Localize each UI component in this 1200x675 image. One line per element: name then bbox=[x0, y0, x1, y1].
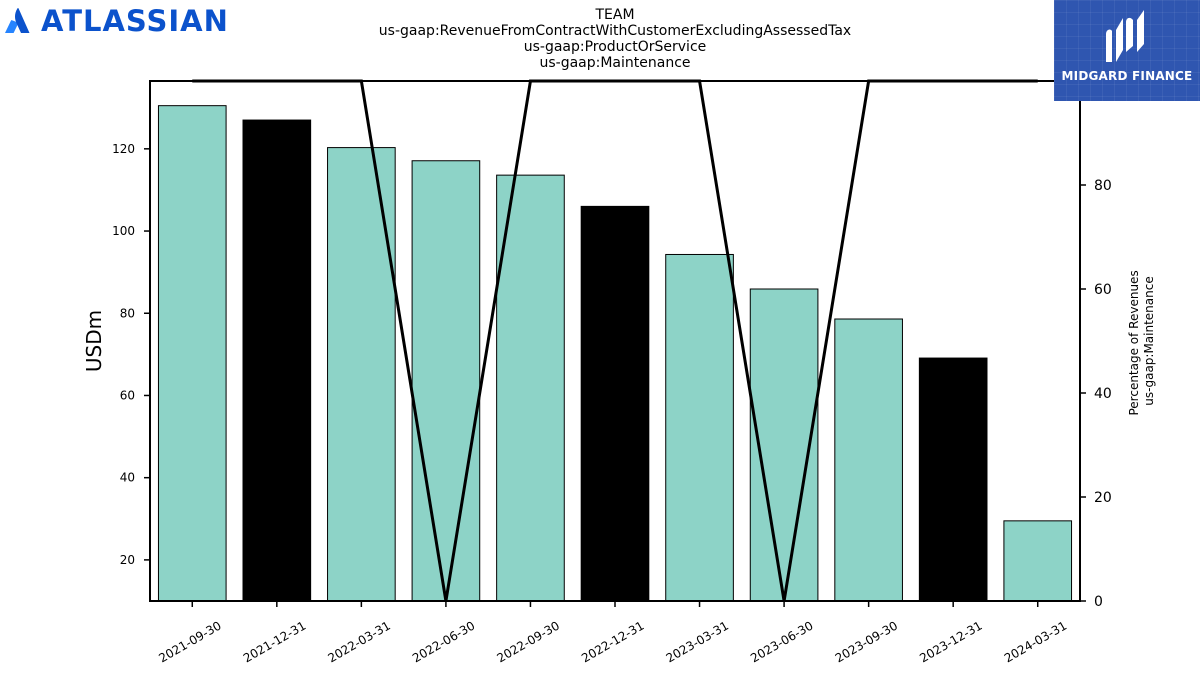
y2-tick-label-60: 60 bbox=[1094, 282, 1112, 298]
bar-2023-03-31 bbox=[665, 253, 734, 602]
y2-tick-label-80: 80 bbox=[1094, 178, 1112, 194]
x-tick-label-2022-03-31: 2022-03-31 bbox=[325, 618, 392, 665]
bar-2021-09-30 bbox=[157, 105, 227, 602]
y-tick-label-40: 40 bbox=[120, 471, 135, 485]
x-tick-label-2024-03-31: 2024-03-31 bbox=[1002, 618, 1069, 665]
x-tick-label-2021-12-31: 2021-12-31 bbox=[241, 618, 308, 665]
x-tick-label-2022-09-30: 2022-09-30 bbox=[495, 618, 562, 665]
atlassian-wordmark: ATLASSIAN bbox=[41, 4, 229, 38]
x-tick-label-2023-03-31: 2023-03-31 bbox=[664, 618, 731, 665]
y-tick-label-20: 20 bbox=[120, 553, 135, 567]
chart-title: TEAM us-gaap:RevenueFromContractWithCust… bbox=[0, 7, 1200, 71]
left-axis: 20 40 60 80 100 120 bbox=[112, 142, 150, 567]
x-tick-label-2023-06-30: 2023-06-30 bbox=[748, 618, 815, 665]
x-tick-label-2021-09-30: 2021-09-30 bbox=[156, 618, 223, 665]
y-tick-label-60: 60 bbox=[120, 388, 135, 402]
chart-title-line-1: TEAM bbox=[595, 7, 635, 23]
chart-title-line-2: us-gaap:RevenueFromContractWithCustomerE… bbox=[378, 23, 852, 39]
bar-2024-03-31 bbox=[1003, 520, 1073, 602]
bars-group bbox=[157, 105, 1073, 602]
x-tick-label-2022-12-31: 2022-12-31 bbox=[579, 618, 646, 665]
y-tick-label-120: 120 bbox=[112, 142, 135, 156]
x-tick-label-2023-12-31: 2023-12-31 bbox=[917, 618, 984, 665]
right-axis: 020406080100 bbox=[1080, 74, 1121, 610]
midgard-finance-wordmark: MIDGARD FINANCE bbox=[1061, 69, 1193, 83]
y2-tick-label-40: 40 bbox=[1094, 386, 1112, 402]
bar-2023-06-30 bbox=[749, 288, 819, 602]
bar-2022-03-31 bbox=[327, 147, 396, 602]
y-axis-label: USDm bbox=[82, 310, 106, 372]
bar-2021-12-31 bbox=[242, 119, 312, 602]
y2-axis-label-line-1: Percentage of Revenues bbox=[1127, 270, 1141, 415]
atlassian-mark-icon bbox=[5, 8, 30, 34]
y2-axis-label-line-2: us-gaap:Maintenance bbox=[1142, 276, 1156, 405]
y2-tick-label-20: 20 bbox=[1094, 490, 1112, 506]
x-tick-label-2023-09-30: 2023-09-30 bbox=[833, 618, 900, 665]
chart-title-line-4: us-gaap:Maintenance bbox=[539, 55, 691, 71]
bar-2022-06-30 bbox=[411, 160, 481, 602]
bar-2022-12-31 bbox=[580, 205, 650, 602]
y-tick-label-80: 80 bbox=[120, 306, 135, 320]
midgard-m-icon bbox=[1106, 10, 1144, 62]
y2-axis-label: Percentage of Revenues us-gaap:Maintenan… bbox=[1127, 266, 1156, 415]
y-tick-label-100: 100 bbox=[112, 224, 135, 238]
x-axis: 2021-09-30 2021-12-31 2022-03-31 2022-06-30… bbox=[156, 601, 1069, 665]
midgard-finance-logo: MIDGARD FINANCE bbox=[1054, 0, 1200, 101]
bar-2022-09-30 bbox=[496, 174, 565, 602]
chart-title-line-3: us-gaap:ProductOrService bbox=[523, 39, 707, 55]
bar-2023-09-30 bbox=[834, 318, 903, 602]
bar-2023-12-31 bbox=[918, 357, 988, 602]
y2-tick-label-0: 0 bbox=[1094, 594, 1103, 610]
x-tick-label-2022-06-30: 2022-06-30 bbox=[410, 618, 477, 665]
atlassian-logo: ATLASSIAN bbox=[4, 4, 229, 38]
